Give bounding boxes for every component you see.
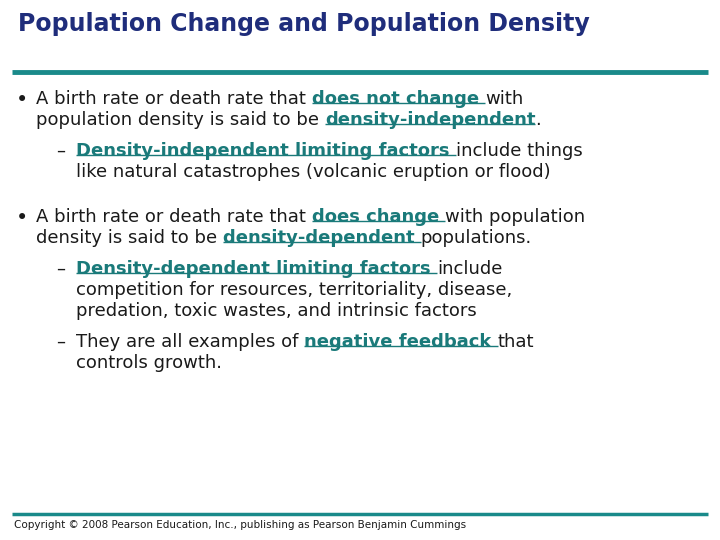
Text: population density is said to be: population density is said to be	[36, 111, 325, 129]
Text: Density-dependent limiting factors: Density-dependent limiting factors	[76, 260, 437, 278]
Text: does not change: does not change	[312, 90, 485, 108]
Text: Population Change and Population Density: Population Change and Population Density	[18, 12, 590, 36]
Text: Density-independent limiting factors: Density-independent limiting factors	[76, 142, 456, 160]
Text: does change: does change	[312, 208, 445, 226]
Text: •: •	[16, 208, 28, 228]
Text: density-dependent: density-dependent	[223, 229, 420, 247]
Text: •: •	[16, 90, 28, 110]
Text: include: include	[437, 260, 503, 278]
Text: competition for resources, territoriality, disease,: competition for resources, territorialit…	[76, 281, 512, 299]
Text: .: .	[535, 111, 541, 129]
Text: density-independent: density-independent	[325, 111, 535, 129]
Text: with population: with population	[445, 208, 585, 226]
Text: A birth rate or death rate that: A birth rate or death rate that	[36, 90, 312, 108]
Text: include things: include things	[456, 142, 582, 160]
Text: density is said to be: density is said to be	[36, 229, 223, 247]
Text: with: with	[485, 90, 523, 108]
Text: They are all examples of: They are all examples of	[76, 333, 304, 351]
Text: like natural catastrophes (volcanic eruption or flood): like natural catastrophes (volcanic erup…	[76, 163, 551, 181]
Text: populations.: populations.	[420, 229, 532, 247]
Text: –: –	[56, 142, 65, 160]
Text: –: –	[56, 333, 65, 351]
Text: Copyright © 2008 Pearson Education, Inc., publishing as Pearson Benjamin Cumming: Copyright © 2008 Pearson Education, Inc.…	[14, 520, 466, 530]
Text: predation, toxic wastes, and intrinsic factors: predation, toxic wastes, and intrinsic f…	[76, 302, 477, 320]
Text: A birth rate or death rate that: A birth rate or death rate that	[36, 208, 312, 226]
Text: –: –	[56, 260, 65, 278]
Text: controls growth.: controls growth.	[76, 354, 222, 372]
Text: negative feedback: negative feedback	[304, 333, 498, 351]
Text: that: that	[498, 333, 534, 351]
